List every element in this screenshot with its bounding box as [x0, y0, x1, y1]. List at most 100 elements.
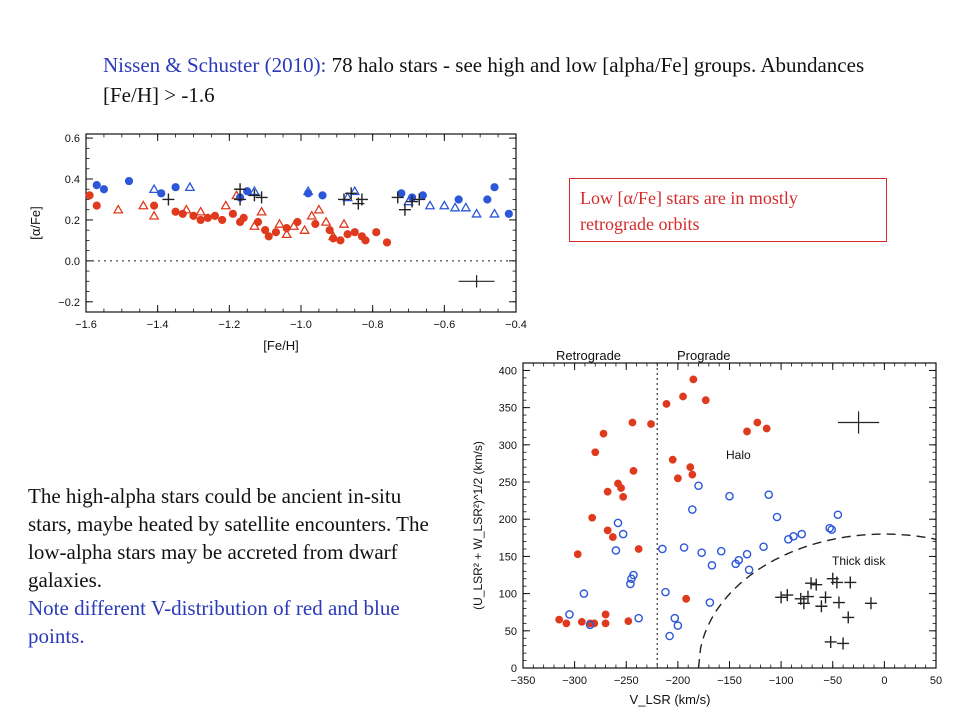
- toomre-chart-point-blue_low_alpha: [833, 510, 843, 520]
- toomre-chart-point-blue_low_alpha: [759, 542, 768, 552]
- toomre-chart-ytick-label: 250: [499, 477, 517, 489]
- toomre-chart-ylabel: (U_LSR² + W_LSR²)^1/2 (km/s): [471, 441, 485, 610]
- toomre-chart-point-red_high_alpha: [599, 429, 608, 438]
- alpha-chart-ylabel: [α/Fe]: [28, 206, 43, 240]
- alpha-chart-point-high_triangle: [112, 204, 124, 214]
- toomre-chart-point-blue_low_alpha: [707, 561, 717, 570]
- toomre-chart-point-blue_low_alpha: [618, 529, 628, 539]
- alpha-chart-xlabel: [Fe/H]: [263, 338, 298, 353]
- toomre-chart-point-red_high_alpha: [619, 493, 628, 501]
- toomre-chart-point-blue_low_alpha: [579, 589, 589, 598]
- toomre-chart-point-thick_disk: [805, 577, 818, 590]
- alpha-chart-point-low_circle: [92, 181, 101, 190]
- retrograde-label: Retrograde: [556, 348, 621, 363]
- alpha-chart-point-high_circle: [228, 209, 238, 218]
- toomre-chart-point-thick_disk: [830, 576, 843, 589]
- alpha-chart-point-thick_cross: [255, 191, 268, 204]
- toomre-chart-ytick-label: 200: [499, 514, 517, 526]
- toomre-chart-ytick-label: 100: [499, 589, 517, 601]
- alpha-chart-point-low_circle: [124, 176, 134, 186]
- toomre-chart-point-thick_disk: [819, 591, 832, 604]
- alpha-chart-point-thick_cross: [355, 193, 368, 206]
- alpha-chart-point-high_triangle: [306, 210, 318, 220]
- alpha-chart-point-low_circle: [397, 189, 406, 198]
- toomre-chart-point-blue_low_alpha: [764, 490, 774, 499]
- toomre-chart-point-red_high_alpha: [628, 418, 637, 427]
- alpha-chart-point-high_circle: [196, 215, 205, 225]
- toomre-chart-point-blue_low_alpha: [634, 613, 643, 623]
- toomre-chart-point-blue_low_alpha: [825, 523, 834, 533]
- alpha-chart-point-low_triangle: [302, 185, 314, 196]
- alpha-chart-point-low_triangle: [449, 202, 461, 212]
- alpha-chart-point-high_triangle: [313, 204, 325, 214]
- slide-title: Nissen & Schuster (2010): 78 halo stars …: [103, 50, 903, 110]
- alpha-chart-xtick-label: −1.0: [290, 319, 312, 331]
- toomre-chart-point-blue_low_alpha: [734, 555, 744, 565]
- alpha-chart-point-high_triangle: [274, 218, 285, 228]
- alpha-chart-point-low_triangle: [184, 181, 196, 191]
- toomre-chart-xtick-label: −50: [823, 675, 842, 687]
- toomre-chart-point-red_high_alpha: [603, 487, 612, 496]
- alpha-chart-ytick-label: 0.2: [65, 215, 80, 227]
- alpha-chart-point-high_circle: [203, 213, 212, 222]
- toomre-chart-point-red_high_alpha: [634, 545, 643, 553]
- toomre-chart-point-thick_disk: [864, 597, 877, 610]
- alpha-chart-point-low_circle: [157, 189, 166, 198]
- body-text-blue: Note different V-distribution of red and…: [28, 596, 400, 648]
- alpha-chart-point-thick_cross: [234, 183, 247, 196]
- prograde-label: Prograde: [677, 348, 730, 363]
- halo-label: Halo: [726, 448, 751, 462]
- alpha-chart-point-high_circle: [325, 226, 334, 235]
- body-text-black: The high-alpha stars could be ancient in…: [28, 484, 429, 592]
- thick-disk-label: Thick disk: [832, 554, 886, 568]
- toomre-chart-point-blue_low_alpha: [611, 546, 621, 555]
- toomre-chart-xtick-label: −100: [769, 675, 794, 687]
- toomre-chart-point-red_high_alpha: [673, 474, 682, 483]
- toomre-chart-point-red_high_alpha: [753, 418, 762, 427]
- toomre-chart-point-thick_disk: [801, 590, 814, 603]
- alpha-chart-point-thick_cross: [406, 195, 419, 208]
- toomre-chart-point-blue_low_alpha: [658, 544, 667, 554]
- callout-box: Low [α/Fe] stars are in mostly retrograd…: [569, 178, 887, 242]
- alpha-chart-point-high_circle: [85, 191, 94, 200]
- alpha-chart-point-low_circle: [490, 183, 499, 192]
- alpha-chart-point-low_triangle: [349, 185, 361, 196]
- toomre-chart-point-red_high_alpha: [647, 420, 655, 428]
- toomre-chart-point-blue_low_alpha: [697, 548, 706, 557]
- toomre-chart-point-red_high_alpha: [601, 610, 610, 619]
- alpha-chart-point-low_circle: [418, 191, 427, 200]
- alpha-chart-point-thick_cross: [413, 193, 426, 206]
- alpha-chart-point-high_triangle: [327, 230, 339, 241]
- alpha-fe-chart: −1.6 −1.4 −1.2 −1.0 −0.8 −0.6 −0.4 −0.2 0.0 0.2 0.…: [28, 133, 527, 353]
- alpha-chart-point-high_triangle: [148, 210, 160, 220]
- toomre-chart-point-blue_low_alpha: [665, 631, 674, 641]
- alpha-chart-point-low_circle: [504, 209, 513, 218]
- alpha-chart-point-high_triangle: [288, 220, 300, 230]
- alpha-chart-ytick-label: 0.6: [65, 133, 80, 145]
- alpha-chart-xtick-label: −1.6: [75, 319, 97, 331]
- alpha-chart-point-high_triangle: [138, 200, 149, 210]
- toomre-chart-point-blue_low_alpha: [673, 621, 683, 630]
- alpha-chart-ytick-label: 0.4: [65, 174, 80, 186]
- toomre-chart-ytick-label: 300: [499, 440, 517, 452]
- alpha-chart-ytick-label: 0.0: [65, 256, 80, 268]
- toomre-chart-point-red_high_alpha: [689, 375, 698, 384]
- alpha-chart-point-high_circle: [343, 230, 352, 239]
- alpha-chart-point-low_circle: [454, 195, 463, 204]
- alpha-chart-point-high_triangle: [249, 220, 260, 230]
- alpha-chart-point-high_triangle: [256, 206, 267, 216]
- alpha-chart-point-low_circle: [171, 183, 180, 192]
- toomre-chart-point-red_high_alpha: [577, 617, 586, 626]
- toomre-chart-point-thick_disk: [832, 596, 845, 609]
- toomre-chart-point-red_high_alpha: [679, 392, 687, 401]
- toomre-chart-point-blue_low_alpha: [772, 512, 782, 522]
- toomre-chart-point-thick_disk: [815, 600, 828, 613]
- toomre-chart-point-blue_low_alpha: [716, 546, 726, 556]
- toomre-chart-point-red_high_alpha: [662, 400, 671, 408]
- toomre-chart-point-thick_disk: [810, 578, 823, 591]
- alpha-chart-point-high_triangle: [281, 228, 292, 239]
- alpha-chart-xtick-label: −1.2: [218, 319, 240, 331]
- toomre-chart-point-thick_disk: [837, 637, 850, 650]
- toomre-chart-point-red_high_alpha: [555, 615, 564, 624]
- alpha-chart-point-high_triangle: [220, 200, 232, 210]
